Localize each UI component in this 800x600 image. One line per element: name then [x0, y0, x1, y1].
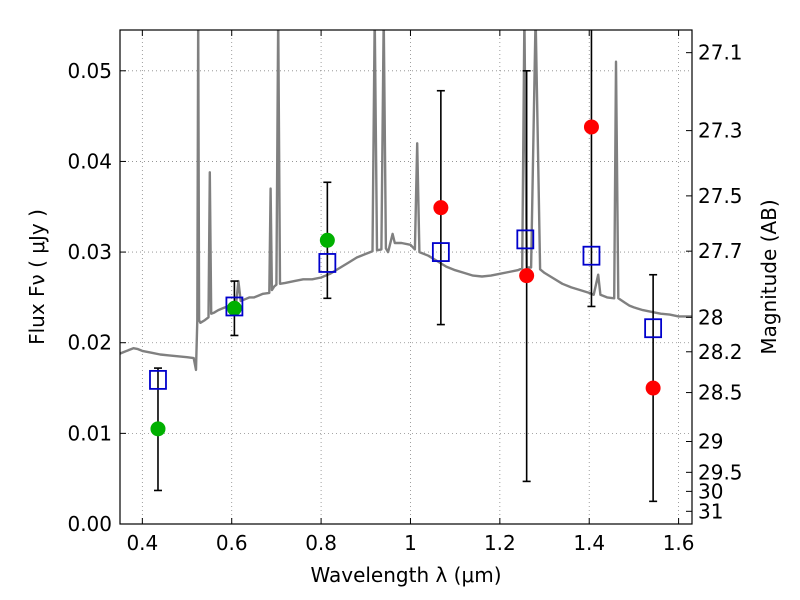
y-tick-label-3: 0.03 — [67, 240, 112, 264]
y2-tick-label-7: 29 — [698, 430, 723, 454]
y2-tick-label-9: 30 — [698, 479, 723, 503]
y2-tick-label-6: 28.5 — [698, 381, 743, 405]
observed-point-3 — [433, 200, 449, 216]
model-square-1 — [225, 296, 244, 317]
data-markers — [149, 119, 663, 437]
x-tick-label-1: 0.6 — [216, 531, 248, 555]
y2-tick-label-4: 28 — [698, 305, 723, 329]
model-square-0 — [149, 369, 167, 390]
y-tick-label-4: 0.04 — [67, 149, 112, 173]
observed-point-1 — [226, 300, 242, 316]
y-tick-label-2: 0.02 — [67, 331, 112, 355]
y2-tick-label-5: 28.2 — [698, 340, 743, 364]
x-tick-label-0: 0.4 — [126, 531, 158, 555]
y2-tick-label-10: 31 — [698, 499, 723, 523]
y2-tick-label-2: 27.5 — [698, 184, 743, 208]
y-tick-label-0: 0.00 — [67, 512, 112, 536]
y2-tick-label-3: 27.7 — [698, 239, 743, 263]
x-tick-label-5: 1.4 — [573, 531, 605, 555]
plot-frame — [119, 29, 693, 525]
x-tick-label-6: 1.6 — [663, 531, 695, 555]
y2-axis-label: Magnitude (AB) — [757, 199, 781, 354]
axis-ticks — [120, 30, 692, 525]
y2-tick-label-8: 29.5 — [698, 460, 743, 484]
observed-point-4 — [519, 268, 535, 284]
x-tick-labels: 0.4 0.6 0.8 1 1.2 1.4 1.6 — [126, 531, 694, 555]
error-bars — [153, 30, 658, 503]
y-tick-labels: 0.00 0.01 0.02 0.03 0.04 0.05 — [67, 59, 112, 536]
template-spectrum — [120, 30, 692, 372]
observed-point-2 — [319, 232, 335, 248]
x-axis-label: Wavelength λ (μm) — [310, 563, 501, 587]
template-spectrum-line — [120, 30, 692, 372]
model-square-5 — [582, 245, 601, 266]
x-tick-label-4: 1.2 — [484, 531, 516, 555]
y-tick-label-1: 0.01 — [67, 421, 112, 445]
model-square-2 — [318, 253, 337, 273]
x-tick-label-2: 0.8 — [305, 531, 337, 555]
observed-point-5 — [583, 119, 599, 135]
model-square-6 — [644, 318, 663, 339]
model-square-3 — [431, 242, 450, 262]
observed-point-0 — [150, 421, 166, 437]
y-tick-label-5: 0.05 — [67, 59, 112, 83]
y2-tick-label-0: 27.1 — [698, 41, 743, 65]
x-tick-label-3: 1 — [404, 531, 417, 555]
y2-tick-label-1: 27.3 — [698, 119, 743, 143]
observed-point-6 — [645, 380, 661, 396]
y-axis-label: Flux Fν ( μJy ) — [25, 209, 49, 345]
grid-lines — [120, 30, 692, 525]
model-square-4 — [516, 229, 535, 250]
